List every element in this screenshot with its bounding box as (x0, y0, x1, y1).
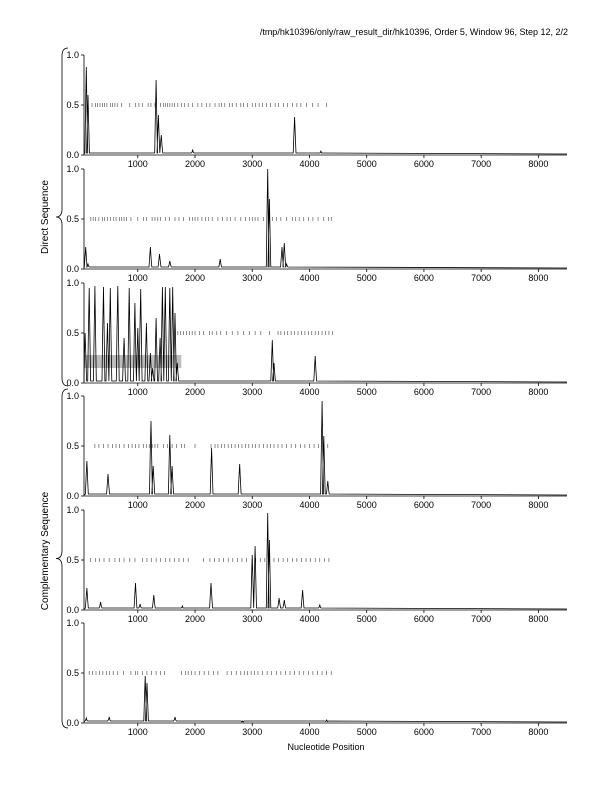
y-tick-label: 0.0 (66, 491, 79, 501)
x-tick-label: 8000 (528, 500, 548, 510)
series-line (83, 400, 568, 496)
panels: 0.0 0.5 1.0 1000 2000 3000 4000 5000 6000 7000 800… (66, 50, 568, 737)
y-tick-label: 1.0 (66, 164, 79, 174)
y-tick-label: 0.5 (66, 328, 79, 338)
x-tick-label: 4000 (299, 727, 319, 737)
x-tick-label: 6000 (414, 273, 434, 283)
series-line (83, 512, 568, 610)
series-line (83, 285, 568, 383)
x-tick-label: 7000 (471, 387, 491, 397)
x-tick-label: 3000 (242, 387, 262, 397)
x-tick-label: 8000 (528, 387, 548, 397)
x-tick-label: 2000 (185, 500, 205, 510)
group-braces (55, 47, 69, 729)
x-tick-label: 6000 (414, 159, 434, 169)
panel-complementary-2: 0.0 0.5 1.0 1000 2000 3000 4000 5000 6000 7000 800… (66, 505, 568, 624)
x-axis-label: Nucleotide Position (287, 742, 364, 752)
panel-direct-1: 0.0 0.5 1.0 1000 2000 3000 4000 5000 6000 7000 800… (66, 50, 568, 169)
x-tick-label: 4000 (299, 614, 319, 624)
x-tick-label: 3000 (242, 500, 262, 510)
x-tick-label: 4000 (299, 500, 319, 510)
x-tick-label: 3000 (242, 727, 262, 737)
x-tick-label: 3000 (242, 614, 262, 624)
x-tick-label: 5000 (357, 614, 377, 624)
x-tick-label: 7000 (471, 614, 491, 624)
x-tick-label: 1000 (128, 614, 148, 624)
x-tick-label: 8000 (528, 614, 548, 624)
y-tick-label: 0.0 (66, 605, 79, 615)
y-tick-label: 0.0 (66, 718, 79, 728)
brace-complementary (55, 388, 69, 729)
x-tick-label: 1000 (128, 500, 148, 510)
y-tick-label: 0.0 (66, 264, 79, 274)
x-tick-label: 8000 (528, 273, 548, 283)
y-tick-label: 1.0 (66, 391, 79, 401)
panel-complementary-3: 0.0 0.5 1.0 1000 2000 3000 4000 5000 6000 7000 800… (66, 618, 568, 737)
x-tick-label: 4000 (299, 387, 319, 397)
panel-direct-2: 0.0 0.5 1.0 1000 2000 3000 4000 5000 6000 7000 800… (66, 164, 568, 283)
y-tick-label: 0.0 (66, 378, 79, 388)
x-tick-label: 4000 (299, 159, 319, 169)
y-tick-label: 0.5 (66, 555, 79, 565)
y-tick-label: 1.0 (66, 50, 79, 60)
x-tick-label: 2000 (185, 614, 205, 624)
panel-complementary-1: 0.0 0.5 1.0 1000 2000 3000 4000 5000 6000 7000 800… (66, 391, 568, 510)
x-tick-label: 2000 (185, 387, 205, 397)
y-tick-label: 0.5 (66, 214, 79, 224)
x-tick-label: 2000 (185, 159, 205, 169)
x-tick-label: 8000 (528, 727, 548, 737)
brace-direct (55, 47, 69, 387)
x-tick-label: 5000 (357, 273, 377, 283)
x-tick-label: 5000 (357, 500, 377, 510)
x-tick-label: 7000 (471, 273, 491, 283)
x-tick-label: 6000 (414, 614, 434, 624)
x-tick-label: 6000 (414, 727, 434, 737)
y-tick-label: 1.0 (66, 278, 79, 288)
x-tick-label: 1000 (128, 387, 148, 397)
group-label-complementary: Complementary Sequence (40, 491, 51, 610)
series-line (83, 66, 568, 155)
x-tick-label: 1000 (128, 159, 148, 169)
series-line (83, 675, 568, 723)
y-tick-label: 0.0 (66, 150, 79, 160)
x-tick-label: 4000 (299, 273, 319, 283)
x-tick-label: 6000 (414, 387, 434, 397)
y-tick-label: 0.5 (66, 441, 79, 451)
x-tick-label: 7000 (471, 500, 491, 510)
page-title: /tmp/hk10396/only/raw_result_dir/hk10396… (259, 27, 568, 37)
x-tick-label: 1000 (128, 727, 148, 737)
y-tick-label: 0.5 (66, 668, 79, 678)
x-tick-label: 7000 (471, 727, 491, 737)
x-tick-label: 7000 (471, 159, 491, 169)
x-tick-label: 1000 (128, 273, 148, 283)
y-tick-label: 1.0 (66, 618, 79, 628)
x-tick-label: 2000 (185, 273, 205, 283)
group-label-direct: Direct Sequence (40, 180, 51, 254)
x-tick-label: 5000 (357, 159, 377, 169)
x-tick-label: 6000 (414, 500, 434, 510)
x-tick-label: 3000 (242, 159, 262, 169)
x-tick-label: 5000 (357, 727, 377, 737)
series-line (83, 168, 568, 269)
y-tick-label: 1.0 (66, 505, 79, 515)
x-tick-label: 8000 (528, 159, 548, 169)
x-tick-label: 3000 (242, 273, 262, 283)
y-tick-label: 0.5 (66, 100, 79, 110)
x-tick-label: 5000 (357, 387, 377, 397)
panel-direct-3: 0.0 0.5 1.0 1000 2000 3000 4000 5000 6000 7000 800… (66, 278, 568, 397)
x-tick-label: 2000 (185, 727, 205, 737)
